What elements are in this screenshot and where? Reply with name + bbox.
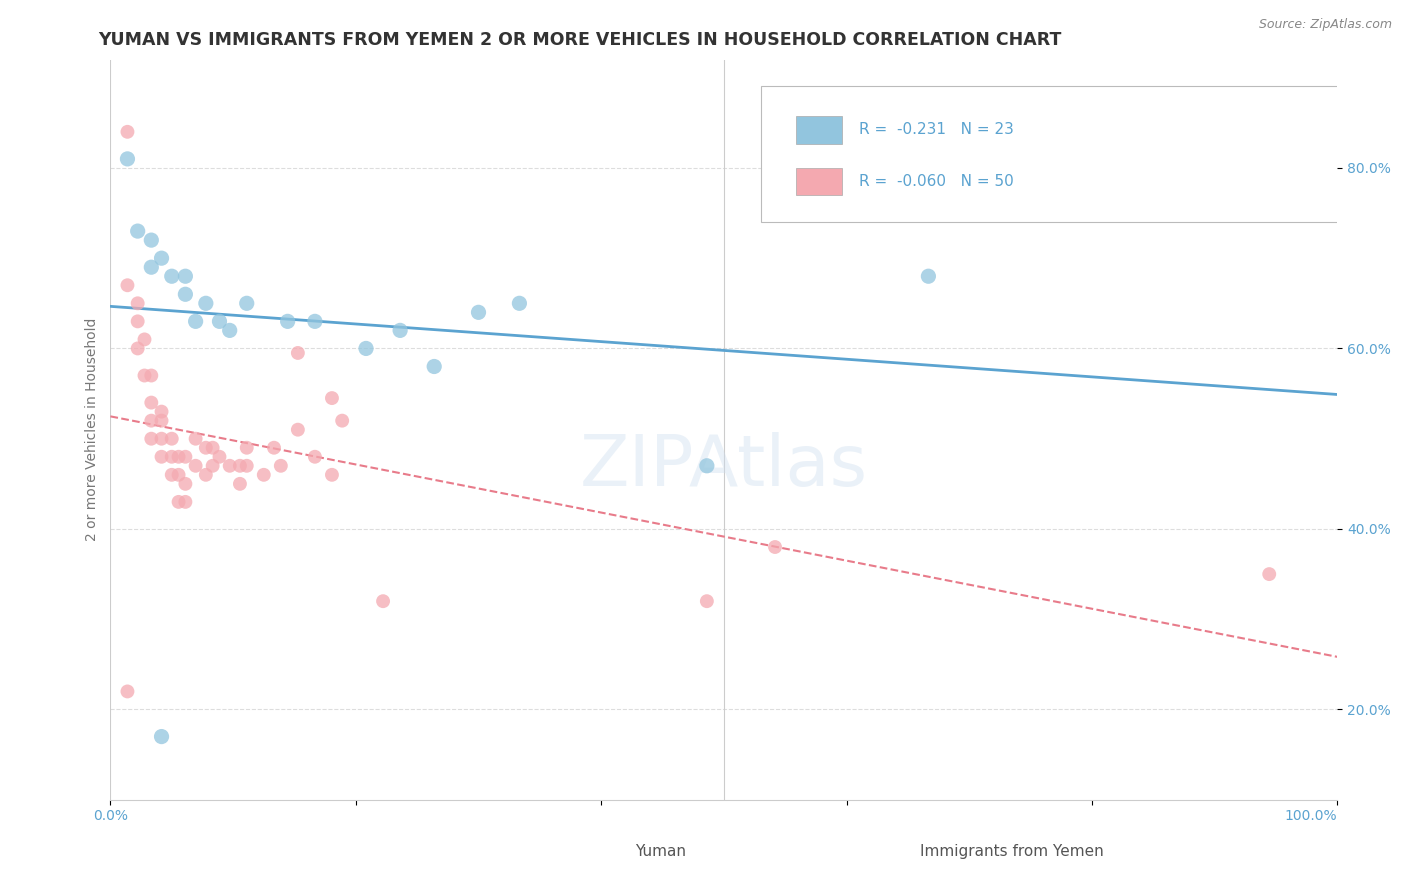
Point — [229, 476, 252, 491]
Text: Immigrants from Yemen: Immigrants from Yemen — [921, 845, 1104, 859]
Point — [160, 269, 183, 284]
Point — [304, 450, 326, 464]
Point — [127, 342, 149, 356]
Point — [194, 296, 217, 310]
Point — [287, 423, 309, 437]
Point — [218, 458, 240, 473]
Point — [127, 296, 149, 310]
Point — [150, 432, 173, 446]
Point — [141, 432, 163, 446]
Point — [304, 314, 326, 328]
Point — [277, 314, 299, 328]
Point — [150, 414, 173, 428]
Point — [208, 450, 231, 464]
Text: YUMAN VS IMMIGRANTS FROM YEMEN 2 OR MORE VEHICLES IN HOUSEHOLD CORRELATION CHART: YUMAN VS IMMIGRANTS FROM YEMEN 2 OR MORE… — [98, 31, 1062, 49]
Point — [208, 314, 231, 328]
Point — [184, 432, 207, 446]
Point — [201, 458, 224, 473]
Point — [167, 450, 190, 464]
Point — [354, 342, 377, 356]
Text: R =  -0.060   N = 50: R = -0.060 N = 50 — [859, 174, 1014, 189]
Point — [174, 476, 197, 491]
Point — [508, 296, 530, 310]
Point — [263, 441, 285, 455]
Point — [696, 594, 718, 608]
Point — [141, 368, 163, 383]
Point — [127, 314, 149, 328]
Point — [167, 467, 190, 482]
Point — [160, 432, 183, 446]
Point — [141, 260, 163, 275]
Text: Source: ZipAtlas.com: Source: ZipAtlas.com — [1258, 18, 1392, 31]
Point — [253, 467, 276, 482]
Point — [194, 441, 217, 455]
Point — [141, 414, 163, 428]
Point — [194, 467, 217, 482]
Point — [696, 458, 718, 473]
Point — [917, 269, 939, 284]
Point — [763, 540, 786, 554]
Point — [201, 441, 224, 455]
Point — [229, 458, 252, 473]
Text: 100.0%: 100.0% — [1285, 809, 1337, 822]
Point — [117, 278, 139, 293]
Point — [160, 450, 183, 464]
Y-axis label: 2 or more Vehicles in Household: 2 or more Vehicles in Household — [86, 318, 100, 541]
Point — [167, 495, 190, 509]
FancyBboxPatch shape — [796, 168, 842, 195]
Point — [160, 467, 183, 482]
Point — [174, 287, 197, 301]
Point — [235, 458, 257, 473]
Point — [150, 404, 173, 418]
Point — [1258, 567, 1281, 582]
Point — [174, 269, 197, 284]
Point — [117, 125, 139, 139]
Point — [150, 730, 173, 744]
Point — [321, 391, 343, 405]
Point — [127, 224, 149, 238]
Point — [174, 495, 197, 509]
Point — [371, 594, 394, 608]
Point — [423, 359, 446, 374]
Point — [174, 450, 197, 464]
Point — [321, 467, 343, 482]
Point — [184, 314, 207, 328]
Text: Yuman: Yuman — [636, 845, 686, 859]
FancyBboxPatch shape — [796, 116, 842, 144]
Point — [330, 414, 353, 428]
Point — [141, 395, 163, 409]
Point — [235, 441, 257, 455]
Point — [287, 346, 309, 360]
FancyBboxPatch shape — [761, 86, 1350, 222]
Point — [141, 233, 163, 247]
Point — [117, 152, 139, 166]
Point — [134, 333, 156, 347]
Point — [134, 368, 156, 383]
Text: ZIPAtlas: ZIPAtlas — [579, 433, 868, 501]
Point — [150, 251, 173, 265]
Point — [218, 323, 240, 337]
Point — [184, 458, 207, 473]
Point — [235, 296, 257, 310]
Point — [389, 323, 412, 337]
Text: R =  -0.231   N = 23: R = -0.231 N = 23 — [859, 122, 1014, 137]
Point — [150, 450, 173, 464]
Point — [467, 305, 489, 319]
Point — [270, 458, 292, 473]
Point — [117, 684, 139, 698]
